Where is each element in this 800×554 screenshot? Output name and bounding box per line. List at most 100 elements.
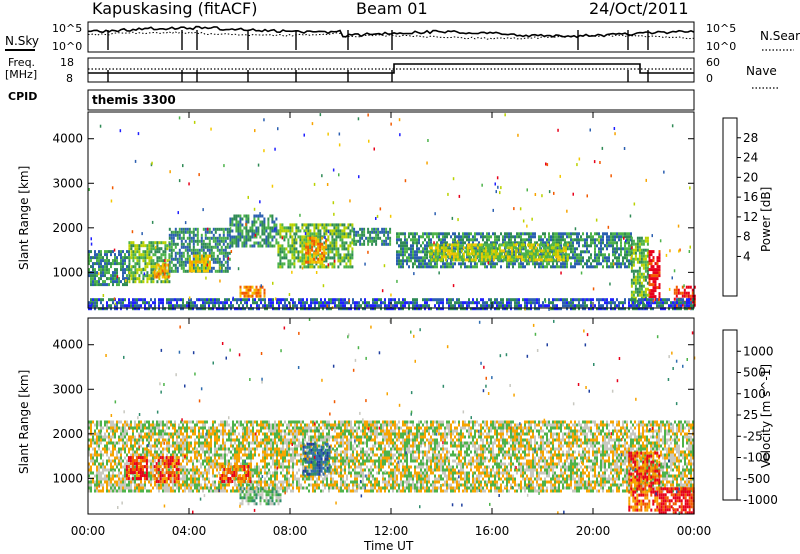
heatmap-cell	[216, 248, 219, 252]
heatmap-speckle	[333, 212, 335, 216]
heatmap-cell	[163, 269, 166, 273]
heatmap-cell	[640, 298, 642, 302]
heatmap-cell	[88, 474, 90, 478]
heatmap-cell	[273, 223, 276, 227]
heatmap-cell	[313, 244, 316, 248]
heatmap-cell	[518, 249, 521, 253]
heatmap-cell	[524, 244, 526, 248]
date-title: 24/Oct/2011	[589, 0, 689, 18]
heatmap-cell	[307, 256, 310, 260]
heatmap-cell	[642, 298, 644, 302]
heatmap-cell	[536, 258, 539, 262]
heatmap-cell	[566, 265, 568, 269]
heatmap-cell	[270, 301, 272, 305]
heatmap-cell	[412, 253, 414, 257]
heatmap-cell	[570, 232, 572, 236]
heatmap-cell	[520, 238, 522, 242]
heatmap-cell	[626, 253, 628, 257]
heatmap-cell	[245, 291, 248, 295]
heatmap-cell	[210, 251, 213, 255]
heatmap-cell	[542, 241, 544, 245]
heatmap-cell	[365, 236, 368, 240]
heatmap-cell	[132, 435, 134, 439]
heatmap-cell	[428, 307, 430, 311]
heatmap-cell	[379, 236, 382, 240]
heatmap-cell	[564, 232, 566, 236]
heatmap-cell	[343, 232, 346, 236]
heatmap-cell	[313, 265, 316, 269]
heatmap-cell	[514, 241, 516, 245]
heatmap-cell	[106, 304, 108, 308]
heatmap-cell	[116, 453, 118, 457]
heatmap-cell	[112, 441, 114, 445]
heatmap-cell	[277, 247, 280, 251]
heatmap-cell	[552, 301, 554, 305]
heatmap-cell	[490, 241, 492, 245]
heatmap-cell	[359, 236, 362, 240]
heatmap-cell	[132, 265, 135, 269]
heatmap-cell	[176, 298, 178, 302]
heatmap-cell	[142, 244, 145, 248]
heatmap-cell	[562, 243, 565, 247]
heatmap-cell	[584, 301, 586, 305]
heatmap-cell	[691, 294, 694, 298]
heatmap-cell	[410, 244, 412, 248]
heatmap-cell	[98, 265, 100, 269]
heatmap-cell	[578, 241, 580, 245]
heatmap-cell	[295, 229, 298, 233]
heatmap-cell	[440, 265, 442, 269]
heatmap-cell	[218, 236, 221, 240]
heatmap-cell	[404, 238, 406, 242]
heatmap-cell	[576, 232, 578, 236]
heatmap-cell	[102, 268, 104, 272]
heatmap-cell	[325, 229, 328, 233]
heatmap-cell	[414, 256, 416, 260]
heatmap-cell	[134, 465, 136, 469]
heatmap-cell	[426, 232, 428, 236]
heatmap-cell	[152, 459, 154, 463]
heatmap-cell	[100, 432, 102, 436]
heatmap-cell	[408, 235, 410, 239]
heatmap-cell	[150, 265, 153, 269]
heatmap-cell	[468, 243, 471, 247]
heatmap-cell	[294, 304, 296, 308]
heatmap-cell	[580, 235, 582, 239]
heatmap-cell	[528, 298, 530, 302]
heatmap-cell	[263, 229, 266, 233]
heatmap-cell	[224, 304, 226, 308]
heatmap-cell	[418, 247, 420, 251]
heatmap-cell	[318, 307, 320, 311]
heatmap-speckle	[379, 207, 382, 211]
heatmap-cell	[178, 298, 180, 302]
heatmap-speckle	[548, 307, 550, 311]
heatmap-cell	[166, 247, 169, 251]
heatmap-cell	[646, 293, 649, 297]
heatmap-cell	[576, 253, 578, 257]
heatmap-cell	[124, 486, 126, 490]
heatmap-cell	[506, 258, 509, 262]
heatmap-cell	[355, 239, 358, 243]
heatmap-cell	[132, 280, 135, 284]
heatmap-cell	[512, 246, 515, 250]
heatmap-cell	[128, 253, 130, 257]
heatmap-cell	[150, 259, 153, 263]
heatmap-cell	[616, 232, 618, 236]
heatmap-cell	[191, 266, 193, 270]
heatmap-cell	[231, 223, 234, 227]
heatmap-cell	[189, 260, 191, 264]
heatmap-cell	[301, 223, 304, 227]
heatmap-cell	[640, 236, 643, 240]
heatmap-cell	[247, 214, 250, 218]
heatmap-cell	[343, 241, 346, 245]
heatmap-speckle	[659, 239, 662, 243]
heatmap-cell	[634, 304, 636, 308]
heatmap-cell	[176, 260, 179, 264]
heatmap-cell	[255, 291, 258, 295]
heatmap-cell	[130, 301, 132, 305]
heatmap-cell	[432, 255, 435, 259]
heatmap-cell	[257, 291, 260, 295]
heatmap-cell	[582, 256, 584, 260]
heatmap-cell	[148, 262, 151, 266]
heatmap-cell	[104, 432, 106, 436]
heatmap-cell	[247, 217, 250, 221]
